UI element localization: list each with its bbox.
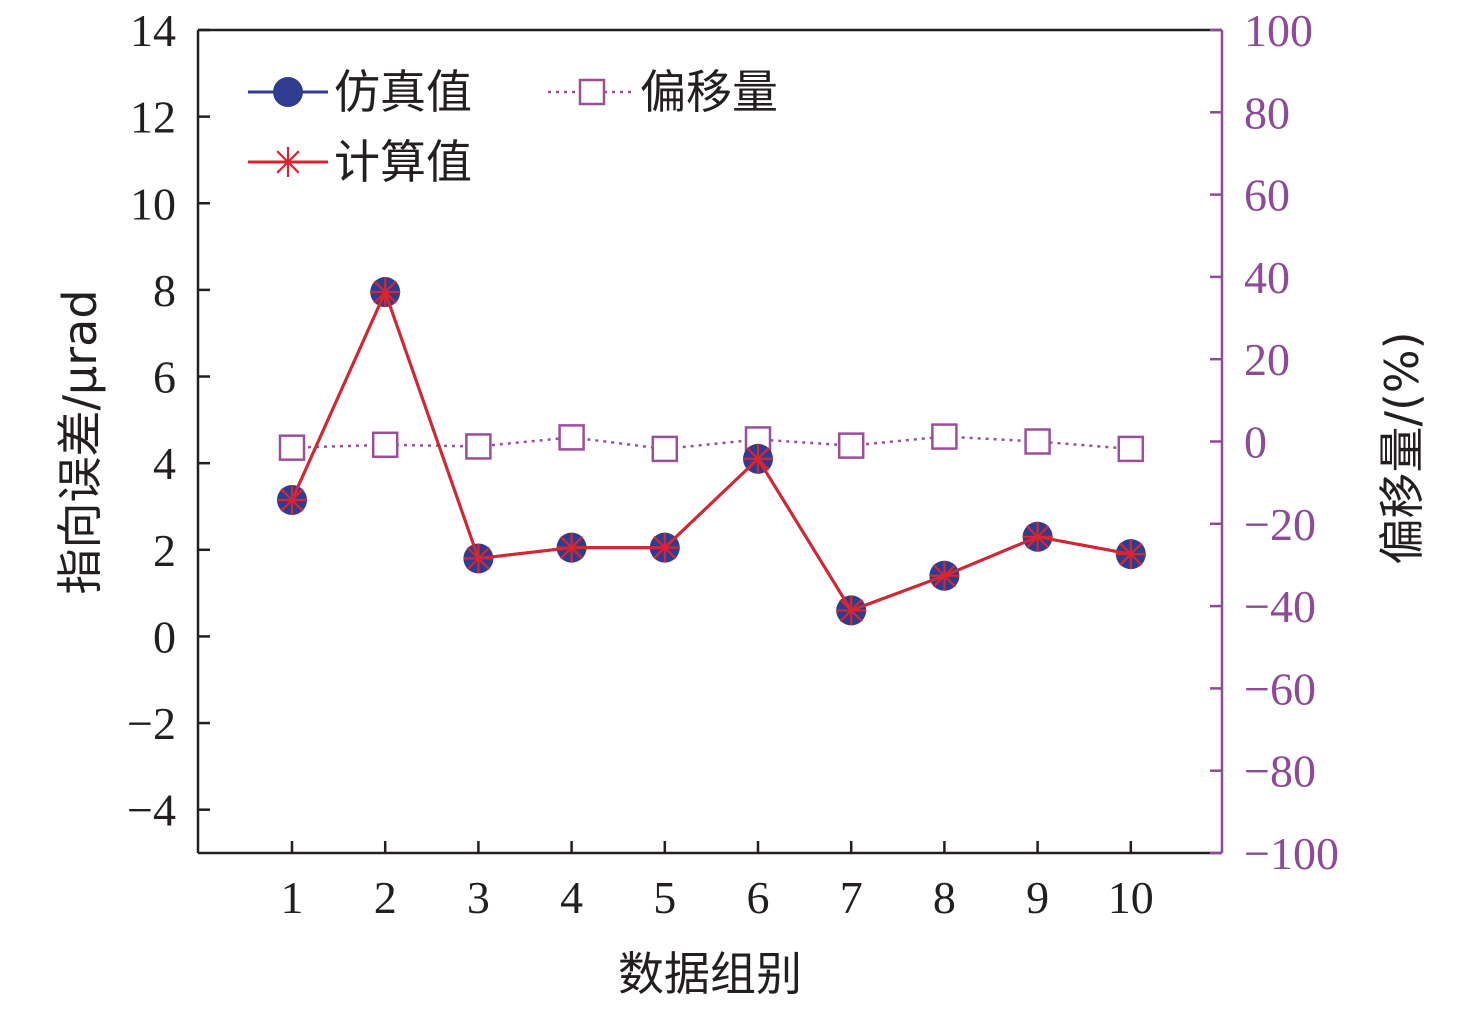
asterisk-stroke [276,150,300,174]
series-line-calculated [290,288,1132,613]
calculated-marker [1115,539,1146,570]
asterisk-stroke [280,488,304,512]
series-line-offset [291,435,1131,451]
x-tick-label: 7 [840,872,863,923]
calculated-marker [277,484,307,515]
y-tick-label: 8 [153,265,176,316]
y2-tick-label: −60 [1244,663,1316,714]
y2-tick-label: −100 [1244,828,1339,879]
asterisk-stroke [466,546,490,571]
offset-marker [1024,428,1051,455]
calculated-marker [1022,521,1053,552]
y-tick-label: 2 [153,525,176,576]
calculated-marker [743,443,773,474]
legend-calculated-marker [273,147,303,177]
y2-tick-label: 100 [1244,5,1313,56]
x-axis-title: 数据组别 [618,947,802,1001]
y-tick-label: 4 [153,438,176,489]
asterisk-stroke [839,598,863,623]
y-tick-label: 0 [153,611,176,662]
y2-tick-label: 60 [1244,170,1290,221]
asterisk-stroke [560,536,584,560]
y2-axis-title: 偏移量/(%) [1375,331,1429,564]
legend-simulated-label: 仿真值 [334,65,472,119]
y2-tick-label: 80 [1244,87,1290,138]
offset-marker [837,432,865,459]
x-tick-label: 9 [1026,872,1049,923]
axes: −4−202468101214−100−80−60−40−20020406080… [127,5,1339,923]
y-tick-label: 14 [130,5,176,56]
x-tick-label: 3 [467,872,490,923]
y-axis-title: 指向误差/μrad [53,289,107,594]
offset-marker [651,435,679,463]
offset-marker [278,434,306,461]
x-tick-label: 5 [653,872,676,923]
asterisk-stroke [653,536,677,560]
asterisk-stroke [373,280,397,304]
x-tick-label: 10 [1108,872,1154,923]
legend-simulated-marker [273,77,303,107]
calculated-marker [649,532,680,563]
y-tick-label: −2 [127,698,176,749]
y2-tick-label: −80 [1244,746,1316,797]
x-tick-label: 8 [933,872,956,923]
y-tick-label: 6 [153,352,176,403]
offset-marker [558,424,585,451]
calculated-marker [929,560,960,591]
x-tick-label: 4 [560,872,583,923]
asterisk-stroke [932,564,956,588]
y2-tick-label: 0 [1244,417,1267,468]
y2-tick-label: −20 [1244,499,1316,550]
offset-marker [371,431,399,459]
y-tick-label: 10 [130,178,176,229]
offset-marker [931,423,958,450]
calculated-marker [556,532,587,563]
series-line-simulated [290,288,1132,613]
legend-calculated-label: 计算值 [334,135,472,189]
asterisk-stroke [746,447,770,471]
series-layer [277,277,1146,626]
offset-marker [1117,435,1145,463]
y2-tick-label: 40 [1244,252,1290,303]
legend-offset-marker [578,78,606,106]
y-tick-label: 12 [130,92,176,143]
y2-tick-label: 20 [1244,334,1290,385]
calculated-marker [836,595,867,626]
asterisk-stroke [1119,542,1143,566]
calculated-marker [370,277,401,308]
y2-tick-label: −40 [1244,581,1316,632]
asterisk-stroke [1026,525,1050,549]
legend-offset-label: 偏移量 [640,65,778,119]
y-tick-label: −4 [127,785,176,836]
x-tick-label: 2 [374,872,397,923]
calculated-marker [463,543,494,574]
x-tick-label: 1 [281,872,304,923]
x-tick-label: 6 [747,872,770,923]
offset-marker [465,433,492,460]
